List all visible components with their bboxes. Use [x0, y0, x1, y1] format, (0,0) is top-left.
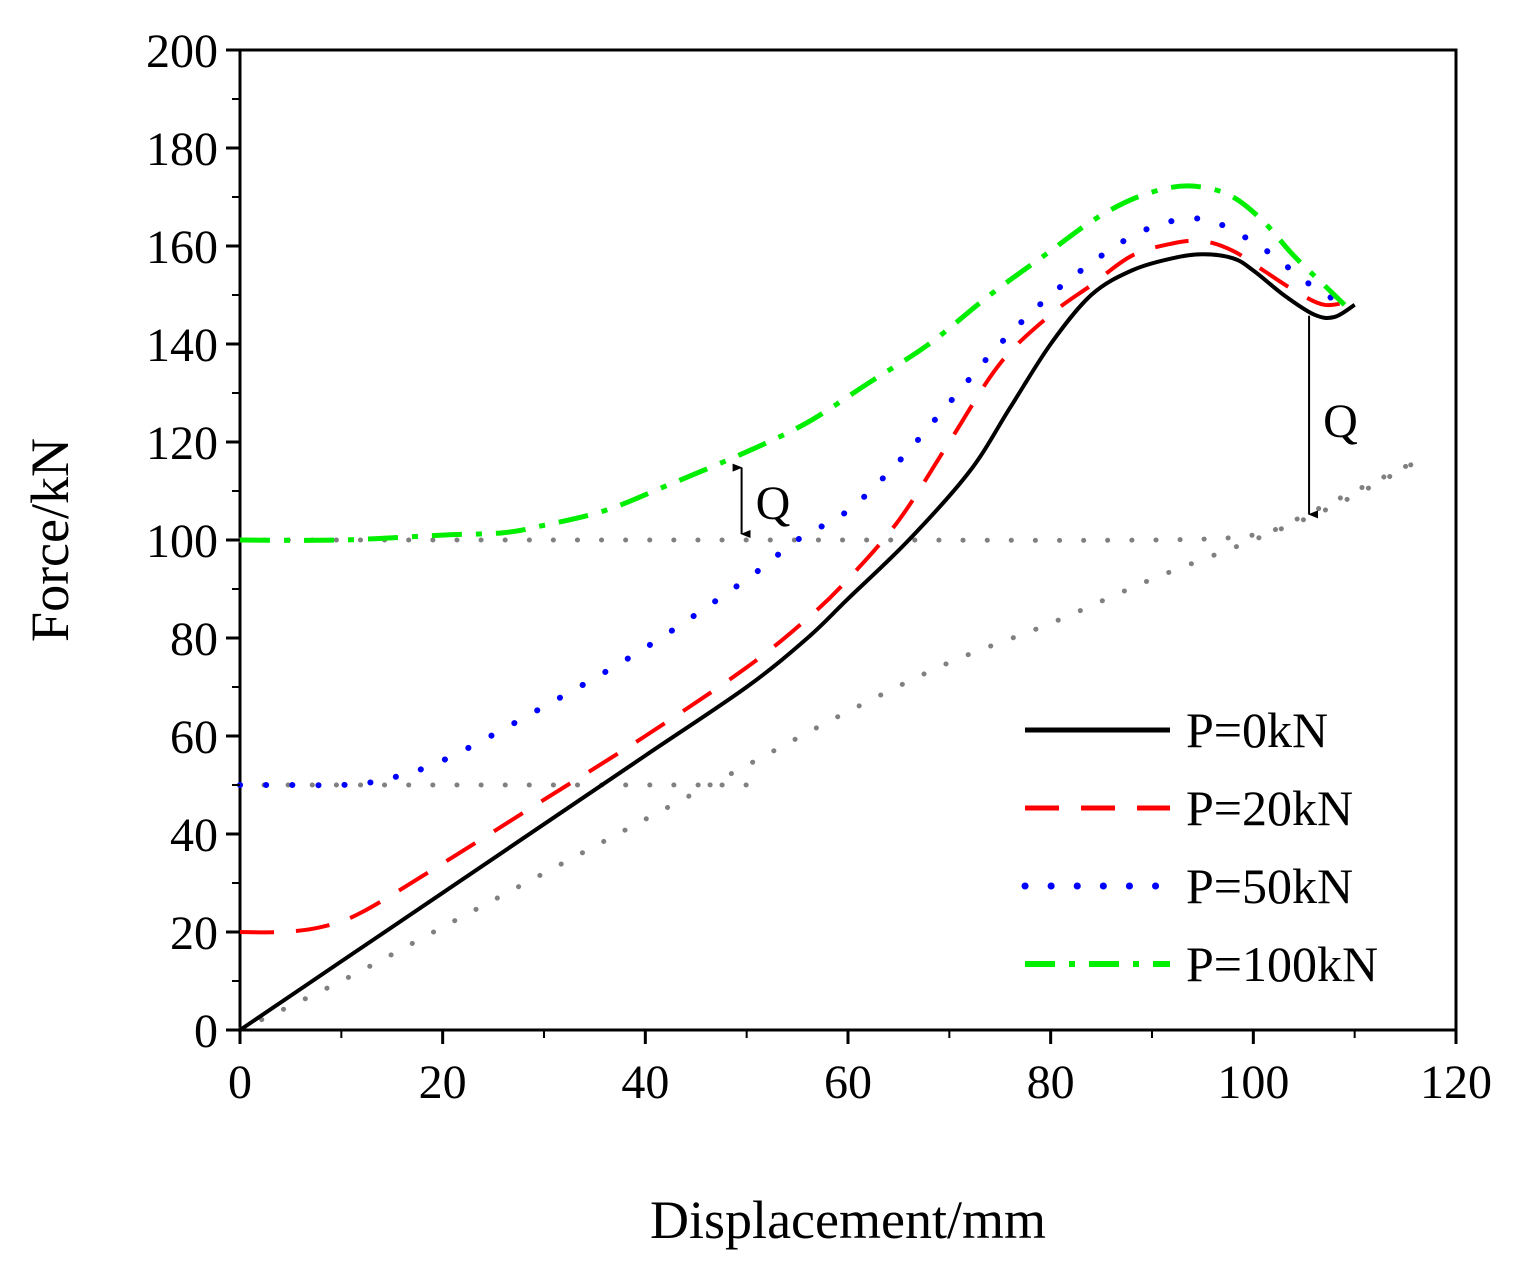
series-line-3 — [239, 183, 1347, 543]
legend-label-3: P=100kN — [1186, 936, 1378, 992]
y-tick-label: 100 — [146, 515, 218, 568]
y-tick-label: 160 — [146, 221, 218, 274]
y-tick-label: 180 — [146, 123, 218, 176]
series-line-6 — [237, 454, 1429, 543]
x-axis-ticks: 0 20 40 60 80 100 120 — [228, 1030, 1492, 1109]
annotation-label-0: Q — [756, 477, 791, 530]
annotation-label-1: Q — [1323, 395, 1358, 448]
x-tick-label: 100 — [1217, 1056, 1289, 1109]
x-axis-label: Displacement/mm — [650, 1190, 1046, 1250]
y-axis-label: Force/kN — [20, 438, 80, 642]
annotations: QQ — [732, 315, 1358, 538]
reference-lines — [237, 454, 1429, 1033]
x-tick-label: 60 — [824, 1056, 872, 1109]
series-lines — [237, 183, 1356, 1032]
y-tick-label: 0 — [194, 1005, 218, 1058]
y-tick-label: 200 — [146, 25, 218, 78]
series-line-1 — [239, 238, 1356, 935]
x-tick-label: 20 — [419, 1056, 467, 1109]
y-tick-label: 20 — [170, 907, 218, 960]
x-tick-label: 40 — [621, 1056, 669, 1109]
y-tick-label: 40 — [170, 809, 218, 862]
series-line-2 — [237, 215, 1338, 789]
y-axis-ticks: 0 20 40 60 80 100 120 140 160 180 200 — [146, 25, 240, 1058]
y-tick-label: 140 — [146, 319, 218, 372]
y-tick-label: 60 — [170, 711, 218, 764]
legend-label-1: P=20kN — [1186, 780, 1353, 836]
x-tick-label: 80 — [1027, 1056, 1075, 1109]
series-line-0 — [238, 252, 1356, 1032]
legend-label-0: P=0kN — [1186, 702, 1328, 758]
y-tick-label: 120 — [146, 417, 218, 470]
legend: P=0kN P=20kN P=50kN P=100kN — [1021, 702, 1378, 992]
x-tick-label: 0 — [228, 1056, 252, 1109]
x-tick-label: 120 — [1420, 1056, 1492, 1109]
legend-label-2: P=50kN — [1186, 858, 1353, 914]
y-tick-label: 80 — [170, 613, 218, 666]
